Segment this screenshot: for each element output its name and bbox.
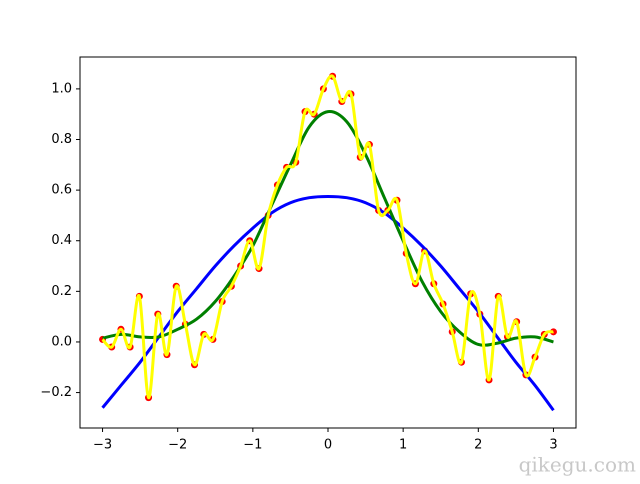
plot-area [79,56,577,429]
y-tick-label: 0.0 [51,334,72,349]
y-tick-label: 0.4 [51,233,72,248]
x-tick-label: 1 [399,438,407,453]
fit-line [102,110,554,347]
y-tick-label: 1.0 [51,81,72,96]
x-tick-label: −2 [168,438,187,453]
interpolating-line [101,74,554,400]
x-tick-label: −1 [243,438,262,453]
y-tick-label: −0.2 [40,385,72,400]
y-tick-label: 0.6 [51,183,72,198]
x-tick-label: −3 [93,438,112,453]
y-tick-label: 0.8 [51,132,72,147]
x-tick-label: 2 [474,438,482,453]
watermark: qikegu.com [519,453,636,477]
y-tick-label: 0.2 [51,284,72,299]
x-tick-label: 3 [549,438,557,453]
x-tick-label: 0 [324,438,332,453]
